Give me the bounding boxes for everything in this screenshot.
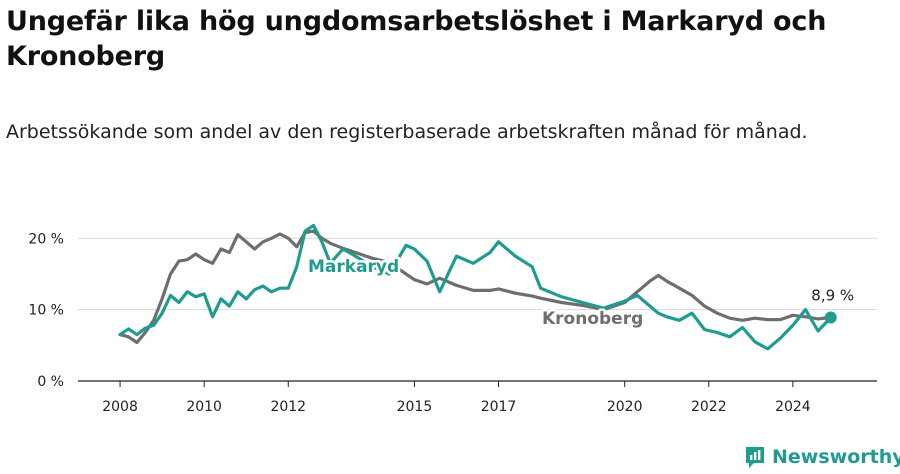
- newsworthy-logo-icon: [746, 447, 764, 468]
- end-value-label: 8,9 %: [811, 286, 854, 304]
- y-axis-ticks: 0 % 10 % 20 %: [28, 231, 64, 390]
- series-line-kronoberg: [118, 229, 833, 345]
- x-tick-label: 2022: [691, 399, 727, 415]
- x-tick-label: 2015: [397, 399, 433, 415]
- y-tick-label: 20 %: [28, 231, 64, 247]
- series-label-markaryd-halo: Markaryd: [308, 257, 399, 277]
- y-tick-label: 10 %: [28, 303, 64, 319]
- x-tick-label: 2012: [270, 399, 306, 415]
- series-lines: [118, 223, 837, 351]
- x-tick-label: 2017: [481, 399, 517, 415]
- brand-name: Newsworthy: [772, 446, 900, 468]
- x-axis: 2008 2010 2012 2015 2017 2020 2022 2024: [78, 380, 877, 415]
- series-label-markaryd: Markaryd: [308, 257, 399, 277]
- x-tick-label: 2008: [102, 399, 138, 415]
- chart-title: Ungefär lika hög ungdomsarbetslöshet i M…: [6, 6, 827, 72]
- series-label-kronoberg: Kronoberg: [542, 309, 643, 329]
- y-tick-label: 0 %: [37, 374, 64, 390]
- x-tick-label: 2020: [607, 399, 643, 415]
- gridlines: [78, 237, 877, 311]
- brand-logo: Newsworthy: [744, 443, 900, 471]
- x-tick-label: 2010: [186, 399, 222, 415]
- series-label-kronoberg-halo: Kronoberg: [542, 309, 643, 329]
- series-line-markaryd: [118, 223, 833, 351]
- end-point-marker: [824, 311, 837, 324]
- x-tick-label: 2024: [775, 399, 811, 415]
- chart-subtitle: Arbetssökande som andel av den registerb…: [6, 121, 808, 143]
